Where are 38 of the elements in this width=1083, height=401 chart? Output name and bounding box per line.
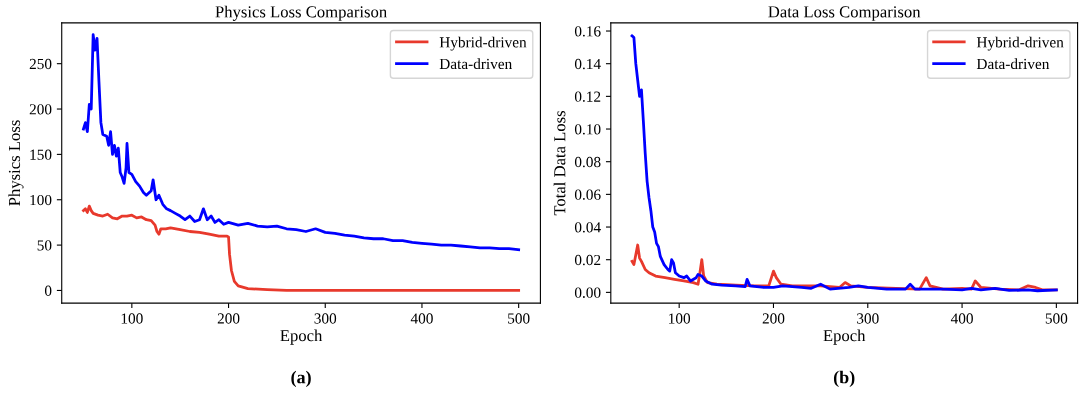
legend-label: Data-driven [439,58,512,70]
x-tick-label: 500 [1045,313,1068,324]
y-tick-label: 150 [30,149,52,160]
y-axis-title: Physics Loss [8,120,24,206]
x-tick-label: 500 [508,313,530,324]
x-tick-label: 200 [762,313,785,324]
x-tick-label: 200 [217,313,240,324]
x-tick-label: 100 [121,313,143,324]
legend-label: Data-driven [976,58,1050,70]
y-tick-label: 0.06 [574,189,601,200]
y-tick-label: 0.00 [574,287,601,298]
y-tick-label: 0.02 [574,254,601,266]
y-tick-label: 200 [29,104,52,115]
x-tick-label: 300 [314,313,337,324]
y-tick-label: 0.08 [574,156,601,168]
x-tick-label: 400 [410,313,433,324]
chart-title: Data Loss Comparison [768,6,921,21]
y-tick-label: 100 [30,194,52,206]
legend-label: Hybrid-driven [976,36,1064,51]
y-tick-label: 0.10 [574,124,601,135]
x-tick-label: 100 [669,313,691,324]
line-series [82,204,521,292]
y-tick-label: 0 [44,285,52,296]
y-tick-label: 0.04 [574,222,601,233]
y-tick-label: 0.12 [574,91,601,102]
legend-label: Hybrid-driven [439,36,527,51]
text: (a) [291,370,311,388]
y-tick-label: 50 [37,240,52,251]
y-axis-title: Total Data Loss [553,110,566,216]
y-tick-label: 0.16 [574,26,601,37]
x-axis-title: Epoch [280,329,323,345]
y-tick-label: 250 [29,58,52,70]
text: (b) [833,370,855,388]
x-tick-label: 400 [950,313,973,324]
y-tick-label: 0.14 [574,58,601,70]
x-tick-label: 300 [857,313,879,324]
chart-title: Physics Loss Comparison [215,5,387,21]
x-axis-title: Epoch [823,329,866,345]
